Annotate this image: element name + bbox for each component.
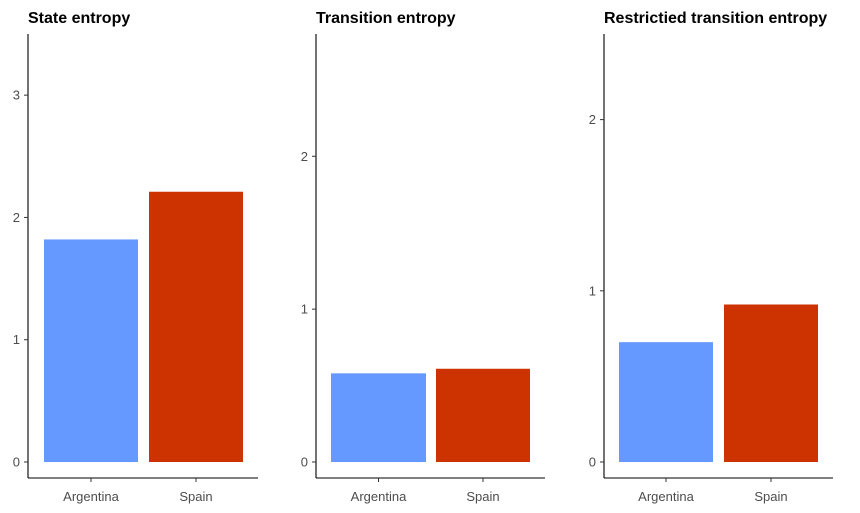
y-tick-label: 0 bbox=[13, 455, 20, 470]
bar-argentina bbox=[619, 342, 713, 462]
y-tick-label: 1 bbox=[301, 302, 308, 317]
y-tick-label: 2 bbox=[13, 210, 20, 225]
y-tick-label: 0 bbox=[589, 455, 596, 470]
panel-state-entropy: State entropy 0 1 2 3 Argentina Spain bbox=[13, 10, 258, 504]
x-tick-label: Spain bbox=[466, 489, 499, 504]
x-tick-label: Argentina bbox=[351, 489, 407, 504]
y-tick-label: 1 bbox=[589, 283, 596, 298]
bar-spain bbox=[724, 304, 818, 462]
bar-spain bbox=[436, 368, 530, 462]
panel-title: Transition entropy bbox=[316, 10, 456, 27]
y-tick-label: 1 bbox=[13, 332, 20, 347]
x-tick-label: Spain bbox=[179, 489, 212, 504]
bar-argentina bbox=[44, 239, 138, 462]
y-tick-label: 2 bbox=[589, 112, 596, 127]
y-tick-label: 2 bbox=[301, 149, 308, 164]
panel-title: Restrictied transition entropy bbox=[604, 10, 827, 27]
x-tick-label: Argentina bbox=[63, 489, 119, 504]
bar-spain bbox=[149, 191, 243, 462]
panel-transition-entropy: Transition entropy 0 1 2 Argentina Spain bbox=[301, 10, 545, 504]
panel-title: State entropy bbox=[28, 10, 130, 27]
y-tick-label: 3 bbox=[13, 88, 20, 103]
panel-restricted-transition-entropy: Restrictied transition entropy 0 1 2 Argent… bbox=[589, 10, 833, 504]
y-tick-label: 0 bbox=[301, 455, 308, 470]
x-tick-label: Spain bbox=[754, 489, 787, 504]
x-tick-label: Argentina bbox=[638, 489, 694, 504]
bar-argentina bbox=[331, 373, 426, 462]
